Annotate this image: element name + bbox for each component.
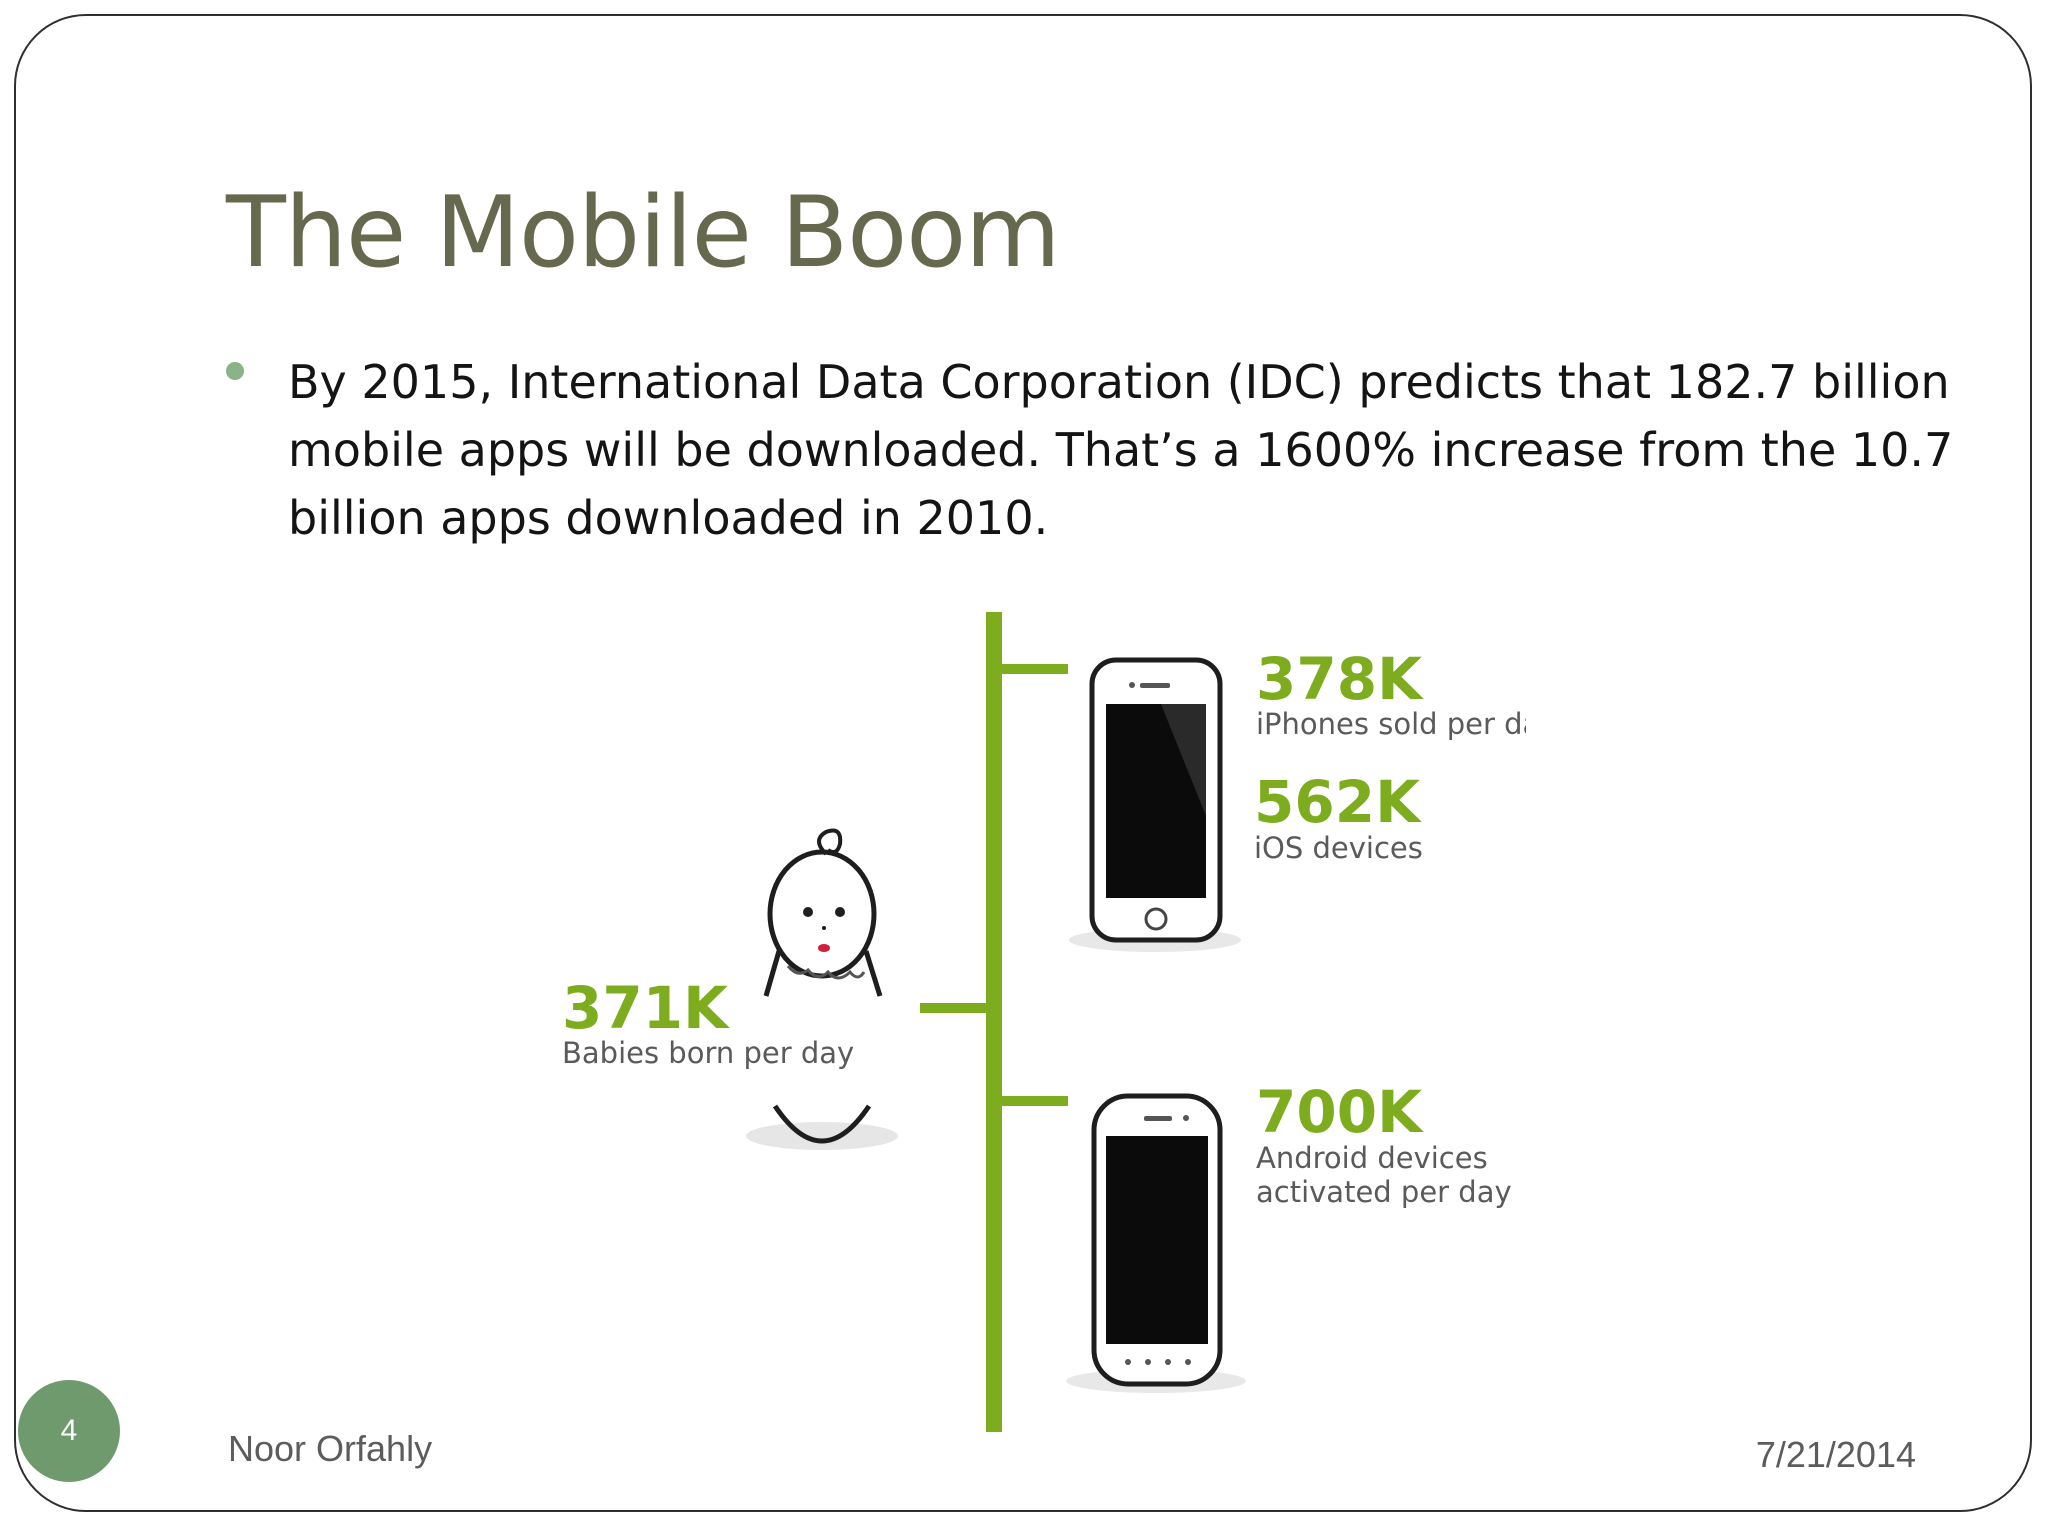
footer-author: Noor Orfahly (228, 1428, 433, 1469)
stat-android-label-line1: Android devices (1256, 1141, 1488, 1175)
slide: The Mobile Boom By 2015, International D… (14, 14, 2032, 1512)
stat-ios-value: 562K (1254, 768, 1422, 836)
baby-icon (746, 828, 898, 1150)
footer-date: 7/21/2014 (1755, 1434, 1916, 1475)
stat-iphones-label: iPhones sold per day (1256, 707, 1526, 741)
infographic: 378K iPhones sold per day 562K iOS devic… (562, 612, 1526, 1432)
slide-title: The Mobile Boom (226, 176, 1061, 290)
timeline-branch-baby (920, 1003, 986, 1013)
bullet-icon (226, 362, 244, 380)
stat-babies-label: Babies born per day (562, 1036, 854, 1070)
timeline-branch-top (1002, 664, 1068, 674)
timeline-branch-bottom (1002, 1096, 1068, 1106)
stat-android-value: 700K (1256, 1078, 1424, 1146)
iphone-icon (1069, 657, 1241, 952)
stat-ios-label: iOS devices (1254, 831, 1423, 865)
stat-babies-value: 371K (562, 974, 730, 1042)
android-phone-icon (1066, 1093, 1246, 1393)
bullet-text: By 2015, International Data Corporation … (288, 355, 1954, 545)
stat-android-label-line2: activated per day (1256, 1175, 1512, 1209)
stat-iphones-value: 378K (1256, 645, 1424, 713)
timeline-line (986, 612, 1002, 1432)
page-number-badge: 4 (18, 1380, 120, 1482)
